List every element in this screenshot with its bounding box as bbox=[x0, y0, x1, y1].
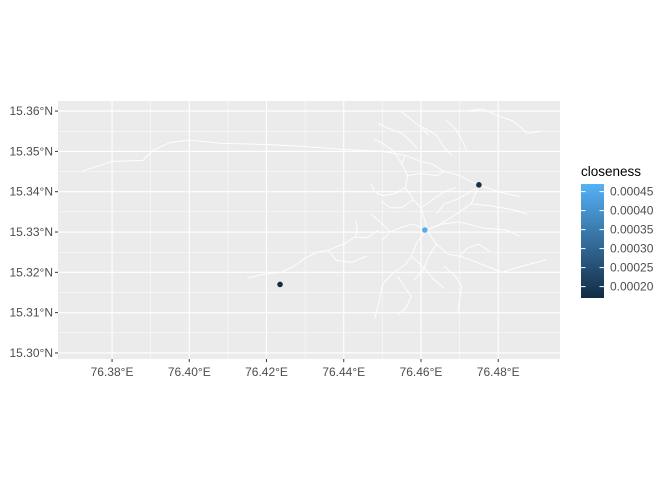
legend-break-label: 0.00040 bbox=[610, 204, 654, 218]
road-segment bbox=[436, 188, 476, 215]
road-segment bbox=[327, 249, 368, 263]
y-tick-label: 15.35°N bbox=[10, 144, 54, 158]
node-point bbox=[277, 281, 283, 288]
road-segment bbox=[378, 122, 418, 149]
y-tick-label: 15.31°N bbox=[10, 306, 54, 320]
road-segment bbox=[407, 171, 445, 177]
x-axis: 76.38°E 76.40°E 76.42°E 76.44°E 76.46°E 76.48… bbox=[91, 359, 520, 379]
road-segment bbox=[471, 203, 528, 215]
road-segment bbox=[420, 161, 520, 197]
road-segment bbox=[370, 213, 391, 233]
x-tick-label: 76.38°E bbox=[91, 365, 134, 379]
road-segment bbox=[370, 183, 406, 197]
y-tick-label: 15.33°N bbox=[10, 225, 54, 239]
road-segment bbox=[420, 187, 456, 209]
x-tick-label: 76.40°E bbox=[168, 365, 211, 379]
y-tick-label: 15.34°N bbox=[10, 185, 54, 199]
road-segment bbox=[374, 138, 403, 164]
road-segment bbox=[459, 243, 491, 257]
legend: closeness 0.000200.000250.000300.000350.… bbox=[581, 164, 654, 298]
legend-break-label: 0.00020 bbox=[610, 280, 654, 294]
points-layer bbox=[277, 182, 482, 288]
road-segment bbox=[422, 126, 453, 156]
road-segment bbox=[354, 219, 358, 237]
legend-ticks: 0.00020 0.00025 0.00030 0.00035 0.00040 0.000… bbox=[581, 185, 654, 294]
road-segment bbox=[410, 255, 445, 289]
road-segment bbox=[412, 243, 437, 281]
legend-break-label: 0.00025 bbox=[610, 261, 654, 275]
legend-break-label: 0.00035 bbox=[610, 223, 654, 237]
road-segment bbox=[382, 199, 414, 209]
x-tick-label: 76.42°E bbox=[245, 365, 288, 379]
grid-minor bbox=[58, 101, 560, 359]
road-segment bbox=[382, 223, 427, 241]
road-network bbox=[82, 108, 547, 319]
y-tick-label: 15.30°N bbox=[10, 346, 54, 360]
road-segment bbox=[247, 271, 282, 279]
road-segment bbox=[501, 258, 547, 273]
y-tick-label: 15.36°N bbox=[10, 104, 54, 118]
road-segment bbox=[464, 108, 543, 134]
node-point bbox=[476, 182, 482, 188]
node-point bbox=[422, 227, 428, 233]
x-tick-label: 76.48°E bbox=[477, 365, 520, 379]
road-segment bbox=[443, 265, 462, 313]
y-axis: 15.30°N 15.31°N 15.32°N 15.33°N 15.34°N 15.35… bbox=[10, 104, 58, 360]
road-segment bbox=[401, 155, 428, 231]
road-segment bbox=[397, 276, 412, 316]
panel-background bbox=[58, 101, 560, 359]
legend-break-label: 0.00030 bbox=[610, 242, 654, 256]
legend-title: closeness bbox=[581, 164, 641, 179]
road-segment bbox=[82, 139, 422, 172]
x-tick-label: 76.46°E bbox=[400, 365, 443, 379]
road-segment bbox=[426, 221, 520, 237]
road-segment bbox=[401, 111, 430, 136]
road-segment bbox=[426, 184, 480, 231]
x-tick-label: 76.44°E bbox=[322, 365, 365, 379]
road-segment bbox=[374, 229, 428, 319]
legend-break-label: 0.00045 bbox=[610, 185, 654, 199]
road-segment bbox=[445, 119, 468, 152]
legend-colorbar bbox=[581, 184, 604, 298]
y-tick-label: 15.32°N bbox=[10, 265, 54, 279]
